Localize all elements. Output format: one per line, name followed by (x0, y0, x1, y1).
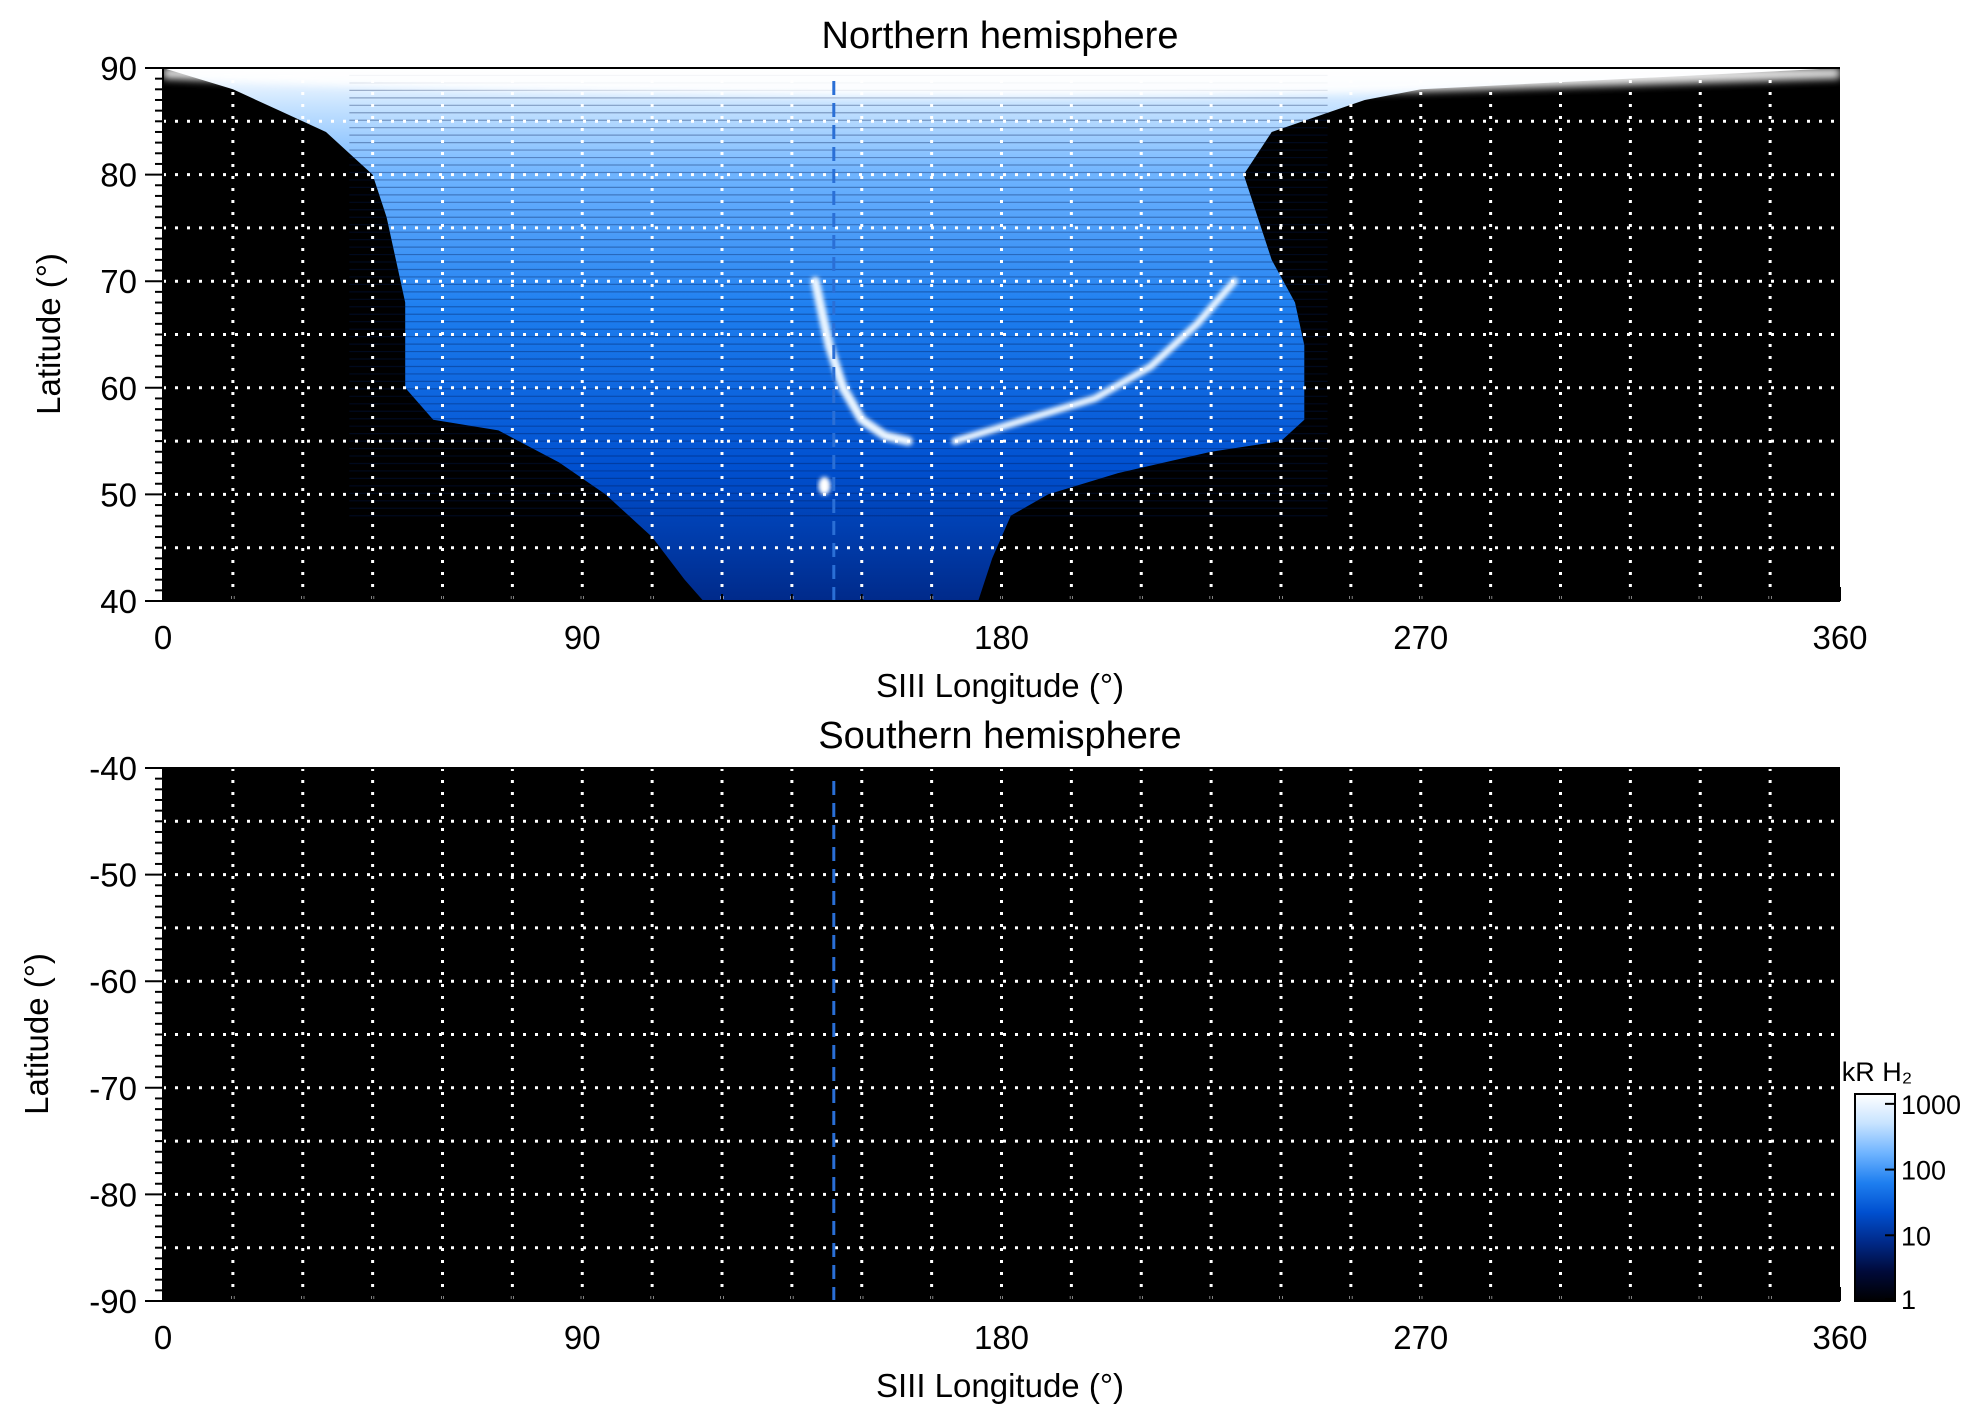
colorbar: kR H₂ 1 10 100 1000 (1842, 1057, 1961, 1315)
x-tick-label: 360 (1812, 1319, 1867, 1356)
y-tick-label: 40 (100, 583, 137, 620)
colorbar-tick-label: 10 (1901, 1221, 1931, 1251)
north-panel: Northern hemisphere 0 90 180 270 360 40 50 60 70… (30, 15, 1868, 704)
auroral-spot (818, 476, 831, 495)
south-axes: 0 90 180 270 360 -40 -50 -60 -70 -80 -90 (89, 750, 1867, 1356)
x-tick-label: 360 (1812, 619, 1867, 656)
colorbar-tick-label: 1000 (1901, 1090, 1961, 1120)
south-title: Southern hemisphere (818, 715, 1181, 757)
north-xlabel: SIII Longitude (°) (876, 667, 1124, 704)
colorbar-ticks: 1 10 100 1000 (1885, 1090, 1961, 1315)
south-ylabel: Latitude (°) (18, 953, 55, 1115)
south-xlabel: SIII Longitude (°) (876, 1367, 1124, 1404)
y-tick-label: 70 (100, 263, 137, 300)
colorbar-gradient (1854, 1093, 1896, 1302)
y-tick-label: 50 (100, 476, 137, 513)
y-tick-label: -90 (89, 1283, 137, 1320)
oval-arc-west (810, 276, 913, 446)
colorbar-tick-label: 1 (1901, 1285, 1916, 1315)
x-tick-label: 180 (974, 619, 1029, 656)
y-tick-label: 90 (100, 50, 137, 87)
y-tick-label: -70 (89, 1070, 137, 1107)
south-panel: Southern hemisphere 0 90 180 270 360 -40 -50 -6… (18, 715, 1868, 1404)
y-tick-label: 80 (100, 157, 137, 194)
x-tick-label: 0 (154, 1319, 172, 1356)
x-tick-label: 270 (1393, 619, 1448, 656)
y-tick-label: -50 (89, 857, 137, 894)
x-tick-label: 270 (1393, 1319, 1448, 1356)
y-tick-label: -60 (89, 963, 137, 1000)
north-grid (163, 68, 1840, 601)
x-tick-label: 0 (154, 619, 172, 656)
x-tick-label: 180 (974, 1319, 1029, 1356)
oval-arc-east (951, 277, 1238, 445)
north-axes: 0 90 180 270 360 40 50 60 70 80 90 (100, 50, 1867, 656)
colorbar-tick-label: 100 (1901, 1156, 1946, 1186)
north-ylabel: Latitude (°) (30, 253, 67, 415)
x-tick-label: 90 (564, 619, 601, 656)
y-tick-label: -40 (89, 750, 137, 787)
x-tick-label: 90 (564, 1319, 601, 1356)
colorbar-label: kR H₂ (1842, 1057, 1912, 1087)
south-grid (163, 768, 1840, 1301)
y-tick-label: 60 (100, 370, 137, 407)
y-tick-label: -80 (89, 1176, 137, 1213)
emission-texture (349, 74, 1328, 517)
north-title: Northern hemisphere (822, 15, 1179, 57)
